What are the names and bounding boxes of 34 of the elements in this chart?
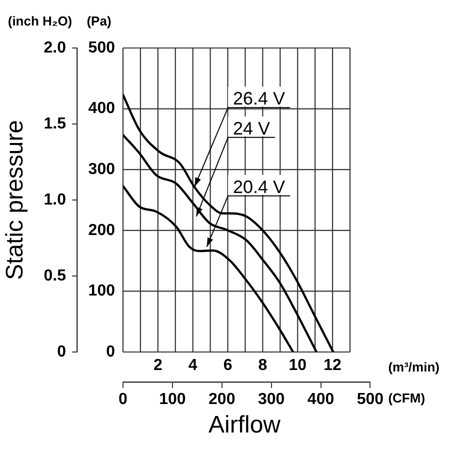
y2-tick-label: 0.5	[44, 267, 66, 284]
line-series	[123, 94, 334, 352]
x-tick-label: 12	[324, 357, 342, 374]
y-tick-label: 0	[106, 343, 116, 360]
annotation: 26.4 V	[233, 88, 286, 109]
annotation: 24 V	[233, 118, 270, 138]
y2-tick-label: 1.0	[44, 191, 66, 208]
y-tick-label: 400	[88, 100, 116, 118]
text: Static pressure	[2, 120, 29, 280]
line-series	[123, 134, 318, 352]
y2-tick-label: 1.5	[44, 115, 66, 132]
y-tick-label: 100	[88, 282, 116, 300]
x2-tick-label: 400	[307, 391, 334, 408]
y2-tick-label: 0	[57, 343, 66, 360]
y-tick-label: 300	[88, 161, 116, 178]
y-axis-title: (Pa)	[86, 14, 112, 29]
x-tick-label: 6	[223, 357, 232, 374]
x2-tick-label: 100	[159, 391, 186, 408]
x2-tick-label: 300	[258, 391, 285, 408]
text: Airflow	[208, 412, 282, 439]
x2-axis-title: (CFM)	[388, 390, 426, 406]
y-tick-label: 200	[88, 222, 116, 239]
x-tick-label: 10	[288, 357, 307, 374]
x2-tick-label: 0	[118, 391, 128, 408]
y2-tick-label: 2.0	[44, 39, 66, 56]
x2-tick-label: 200	[208, 391, 236, 408]
x2-tick-label: 500	[356, 391, 384, 408]
annotation: 20.4 V	[233, 176, 286, 197]
y2-axis-title: (inch H₂O)	[8, 14, 72, 29]
y-tick-label: 500	[88, 39, 116, 56]
x-tick-label: 4	[188, 357, 198, 374]
x-tick-label: 2	[153, 357, 162, 374]
x-tick-label: 8	[258, 357, 268, 374]
x-axis-title: (m³/min)	[388, 360, 440, 375]
